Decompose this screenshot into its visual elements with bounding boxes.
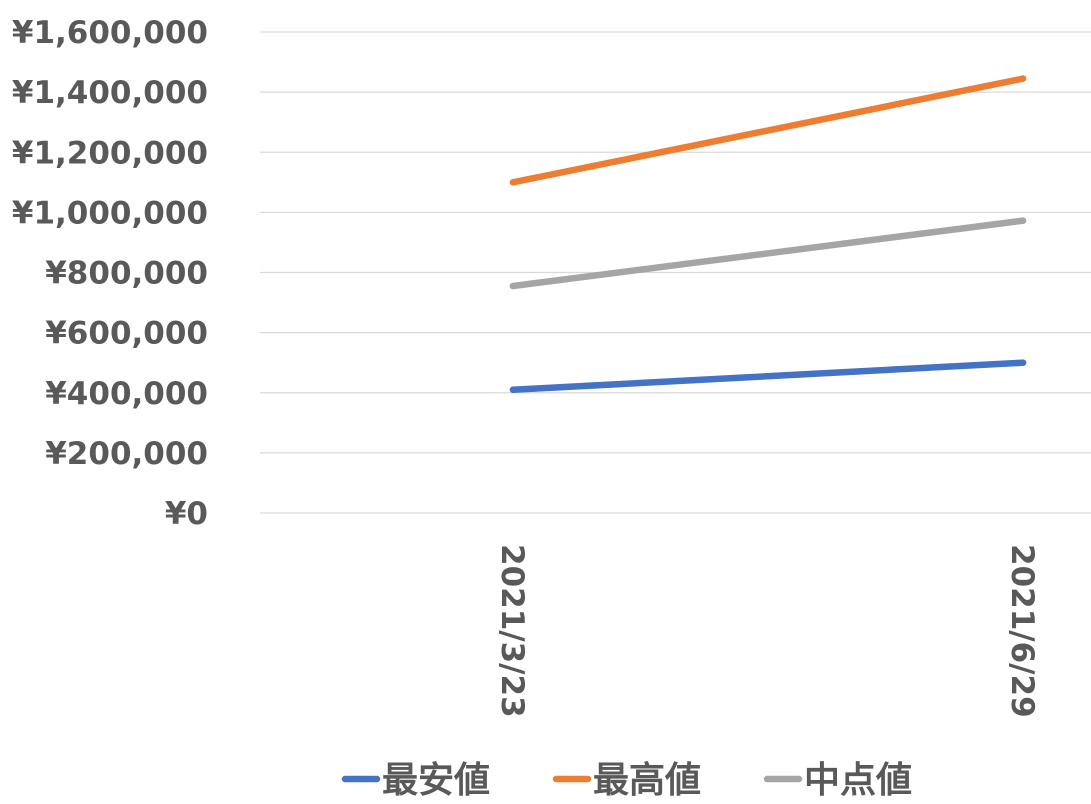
data-point [1019, 217, 1027, 224]
y-tick-label: ¥400,000 [45, 376, 208, 412]
x-tick-label: 2021/3/23 [494, 544, 530, 718]
data-point [509, 386, 517, 393]
series-line-2 [509, 75, 1027, 186]
x-tick-label: 2021/6/29 [1004, 544, 1040, 718]
y-tick-label: ¥1,600,000 [12, 15, 208, 51]
series-line-1 [509, 359, 1027, 393]
data-point [509, 282, 517, 290]
legend-label: 最高値 [593, 760, 701, 801]
y-tick-label: ¥800,000 [45, 256, 208, 292]
legend: 最安値 最高値 中点値 [341, 760, 912, 801]
series-lines [509, 75, 1027, 393]
x-axis: 2021/3/23 2021/6/29 [494, 544, 1040, 718]
legend-label: 最安値 [382, 760, 490, 801]
y-tick-label: ¥1,200,000 [12, 135, 208, 171]
y-tick-label: ¥1,400,000 [12, 75, 208, 111]
y-tick-label: ¥1,000,000 [12, 195, 208, 231]
y-tick-label: ¥600,000 [45, 316, 208, 352]
data-point [1019, 359, 1027, 366]
series-line-3 [509, 217, 1027, 290]
y-tick-label: ¥200,000 [45, 436, 208, 472]
legend-label: 中点値 [804, 760, 912, 801]
gridlines [260, 31, 1091, 514]
y-axis: ¥0 ¥200,000 ¥400,000 ¥600,000 ¥800,000 ¥1,000… [12, 15, 208, 532]
y-tick-label: ¥0 [165, 496, 208, 532]
data-point [509, 179, 517, 186]
data-point [1019, 75, 1027, 82]
